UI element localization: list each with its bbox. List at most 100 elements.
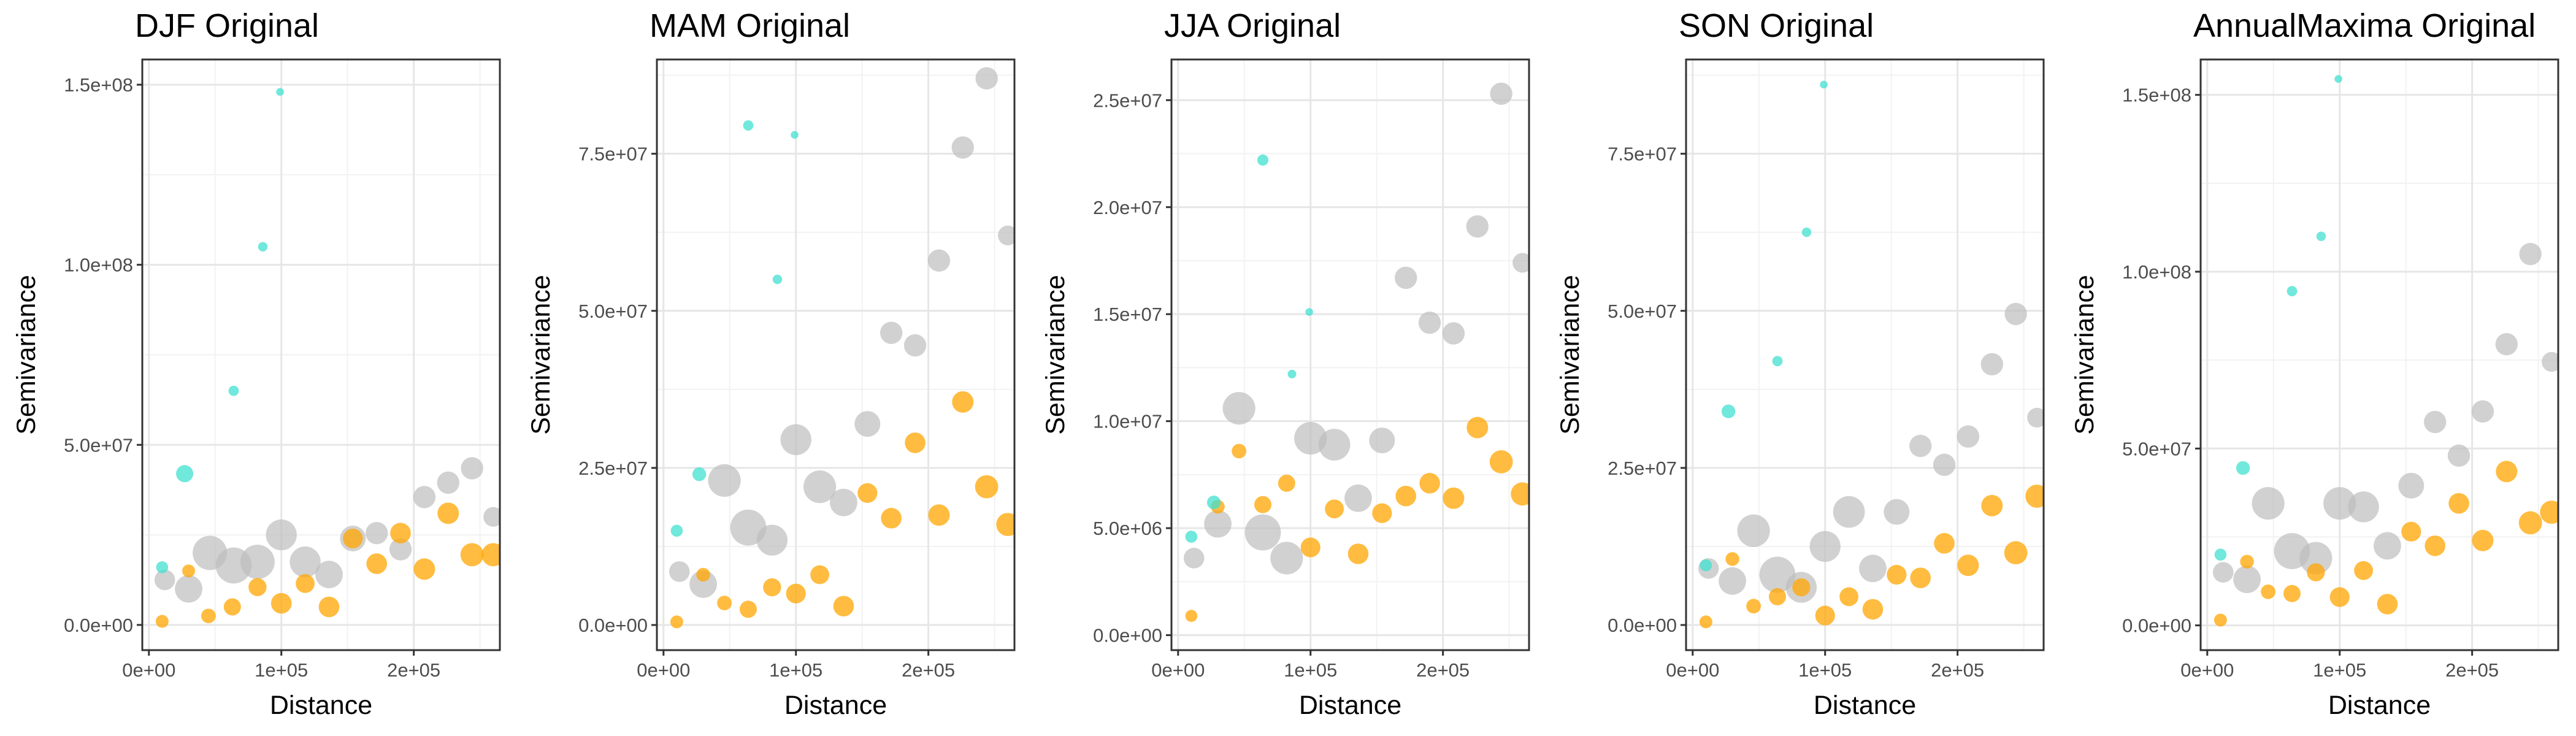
point-gray (2323, 487, 2356, 520)
point-orange (996, 513, 1014, 537)
panel-title: DJF Original (135, 7, 319, 44)
point-gray (1980, 353, 2003, 376)
point-gray (1318, 429, 1351, 461)
y-tick-label: 5.0e+06 (1093, 518, 1162, 539)
point-cyan (1305, 308, 1313, 316)
y-tick-label: 0.0e+00 (1608, 615, 1677, 636)
point-orange (905, 432, 926, 453)
point-orange (2004, 541, 2028, 565)
point-gray (2447, 444, 2471, 467)
point-orange (1185, 610, 1198, 622)
point-orange (296, 573, 315, 593)
point-orange (1839, 587, 1858, 607)
panel-border (1170, 58, 1530, 651)
points-layer (2212, 75, 2558, 627)
point-orange (1300, 537, 1321, 558)
point-cyan (743, 120, 754, 131)
point-orange (1232, 443, 1247, 459)
point-gray (1833, 496, 1865, 528)
point-orange (1725, 552, 1739, 566)
points-layer (154, 88, 500, 628)
point-orange (2425, 535, 2445, 556)
point-orange (670, 615, 683, 629)
point-orange (739, 600, 757, 618)
point-gray (803, 470, 837, 504)
point-orange (1325, 499, 1344, 519)
point-orange (2448, 493, 2469, 514)
point-cyan (156, 561, 169, 573)
panel-1: DJF Original 0e+00 1e+05 2e+05 0.0e+00 5.0e+0… (12, 7, 501, 720)
point-orange (2261, 584, 2276, 599)
point-gray (1466, 215, 1489, 238)
point-gray (240, 545, 275, 580)
point-gray (708, 464, 741, 497)
point-gray (998, 225, 1014, 245)
point-orange (1419, 473, 1440, 494)
y-tick-label: 2.5e+07 (1093, 90, 1162, 111)
point-orange (2283, 585, 2301, 602)
point-orange (810, 565, 829, 585)
y-tick-label: 5.0e+07 (64, 434, 133, 456)
point-orange (437, 502, 459, 524)
point-cyan (1801, 228, 1812, 237)
point-orange (1699, 615, 1712, 629)
point-gray (975, 67, 998, 90)
points-layer (1183, 82, 1529, 622)
point-orange (1466, 416, 1489, 439)
y-tick-label: 0.0e+00 (2122, 615, 2191, 637)
point-orange (2307, 563, 2325, 581)
point-gray (1222, 392, 1255, 425)
point-orange (460, 543, 484, 567)
x-axis-title: Distance (270, 691, 372, 720)
point-cyan (1820, 80, 1828, 89)
point-gray (2542, 351, 2558, 372)
point-orange (928, 504, 950, 526)
point-gray (2423, 410, 2447, 434)
point-orange (1934, 533, 1955, 554)
x-tick-label: 2e+05 (902, 659, 955, 681)
point-orange (786, 583, 806, 604)
y-tick-label: 5.0e+07 (578, 301, 648, 322)
point-cyan (1257, 154, 1269, 166)
point-gray (1719, 567, 1746, 595)
point-cyan (1206, 496, 1221, 510)
panel-border (656, 58, 1016, 651)
point-orange (1887, 564, 1907, 585)
y-tick-label: 2.5e+07 (1608, 458, 1677, 479)
point-orange (2354, 561, 2373, 580)
point-orange (1792, 578, 1811, 597)
y-tick-label: 7.5e+07 (578, 144, 648, 165)
point-cyan (692, 467, 707, 481)
point-gray (154, 569, 175, 591)
point-gray (1369, 427, 1395, 454)
point-orange (1347, 543, 1369, 564)
point-cyan (670, 524, 683, 537)
point-cyan (1721, 404, 1736, 418)
point-gray (1512, 253, 1529, 273)
panel-title: JJA Original (1164, 7, 1341, 44)
y-tick-label: 1.5e+07 (1093, 304, 1162, 325)
point-orange (2472, 529, 2494, 551)
point-gray (880, 321, 903, 344)
point-orange (318, 596, 340, 618)
panel-2: MAM Original 0e+00 1e+05 2e+05 0.0e+00 2.5e+0… (526, 7, 1016, 720)
point-orange (857, 483, 878, 503)
y-tick-label: 0.0e+00 (1093, 625, 1162, 646)
point-gray (1244, 514, 1281, 551)
point-gray (315, 561, 343, 589)
point-orange (2401, 521, 2421, 542)
y-tick-label: 1.0e+07 (1093, 411, 1162, 432)
point-gray (2004, 302, 2027, 326)
point-orange (1815, 605, 1835, 626)
point-gray (1909, 434, 1932, 458)
x-tick-label: 0e+00 (2180, 659, 2234, 681)
point-gray (2348, 491, 2379, 523)
point-gray (830, 488, 857, 516)
point-orange (1372, 503, 1392, 523)
point-cyan (1700, 559, 1712, 572)
x-tick-label: 0e+00 (1666, 659, 1719, 681)
y-tick-label: 5.0e+07 (2122, 438, 2191, 459)
point-orange (1443, 487, 1465, 509)
points-layer (669, 67, 1014, 629)
